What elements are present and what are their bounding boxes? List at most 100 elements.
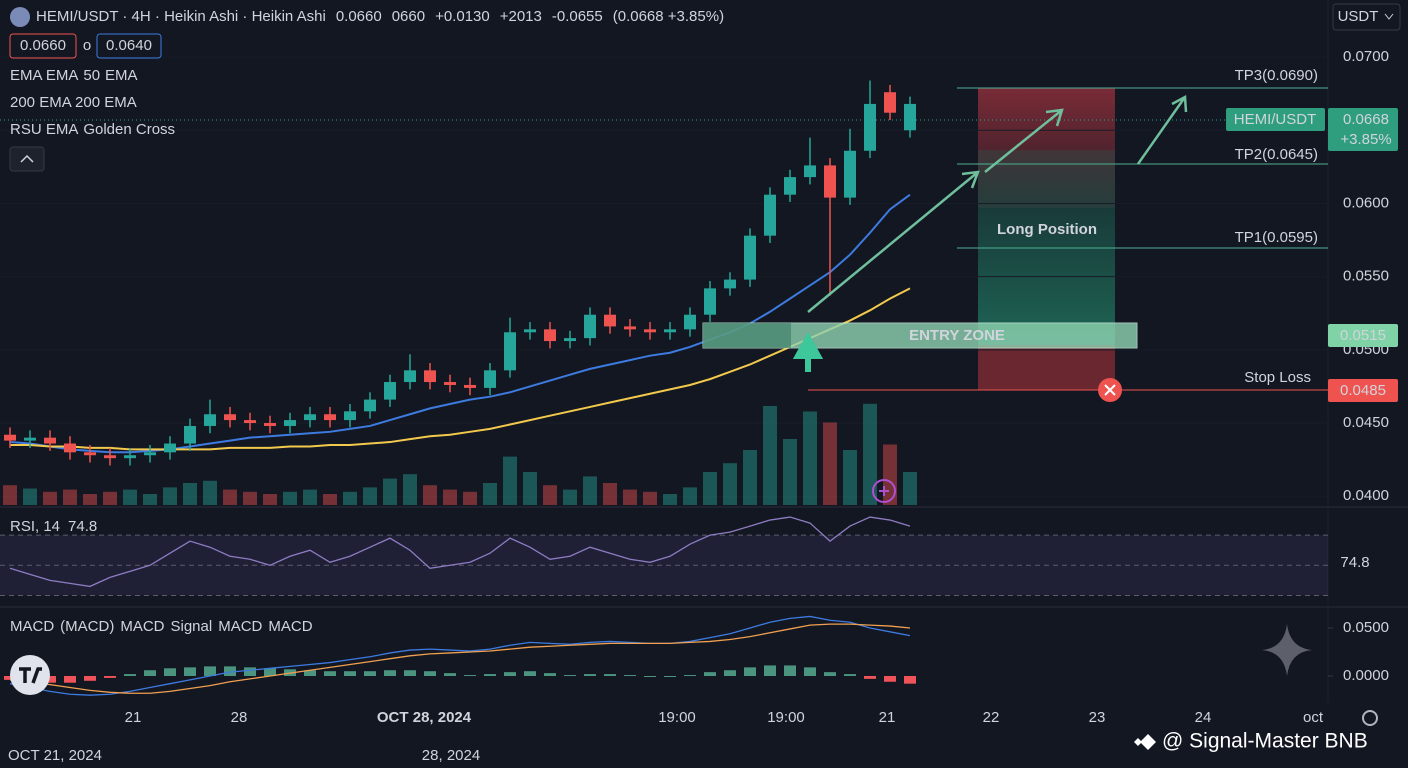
macd-histogram (864, 675, 876, 679)
candle-body (424, 370, 436, 383)
volume-bar (503, 456, 517, 505)
header-value: -0.0655 (552, 8, 603, 25)
macd-histogram (384, 670, 396, 676)
volume-bar (203, 480, 217, 505)
x-tick-label: oct (1303, 709, 1324, 726)
macd-histogram (884, 675, 896, 682)
candle-body (464, 384, 476, 388)
macd-legend: Signal (171, 618, 213, 635)
candle-body (64, 443, 76, 453)
volume-bar (783, 439, 797, 505)
volume-bar (523, 472, 537, 505)
x-tick-label: 23 (1089, 709, 1106, 726)
macd-legend: MACD (120, 618, 164, 635)
entry-arrow (792, 331, 824, 372)
candle-body (684, 314, 696, 330)
volume-bar (363, 487, 377, 505)
volume-bar (403, 474, 417, 505)
volume-bar (903, 472, 917, 505)
volume-bar (743, 450, 757, 505)
settings-icon[interactable] (1362, 710, 1378, 726)
macd-histogram (184, 667, 196, 676)
position-label: Long Position (997, 221, 1097, 238)
macd-histogram (404, 670, 416, 676)
arrow (984, 108, 1064, 173)
macd-histogram (144, 670, 156, 676)
x-tick-label-2: OCT 21, 2024 (8, 747, 102, 764)
collapse-button[interactable] (9, 146, 45, 172)
macd-histogram (124, 674, 136, 676)
currency-button[interactable] (1332, 3, 1401, 31)
candle-body (24, 437, 36, 441)
candle-body (144, 452, 156, 456)
watermark-star (1262, 624, 1312, 676)
logo[interactable] (10, 655, 50, 695)
arrow (807, 170, 980, 313)
volume-bar (243, 491, 257, 505)
stop-loss-label: Stop Loss (1244, 369, 1311, 386)
symbol-tag (1226, 108, 1325, 131)
candle-body (664, 329, 676, 333)
macd-histogram (524, 671, 536, 676)
volume-bar (683, 487, 697, 505)
macd-histogram (664, 675, 676, 677)
candle-body (204, 414, 216, 426)
target-label: TP2(0.0645) (1235, 146, 1318, 163)
macd-histogram (324, 671, 336, 676)
position-loss-area (978, 345, 1115, 390)
macd-histogram (464, 675, 476, 677)
currency: USDT (1338, 8, 1379, 25)
macd-histogram (44, 675, 56, 683)
header-value: +2013 (500, 8, 542, 25)
candle-body (344, 411, 356, 421)
macd-histogram (644, 675, 656, 677)
y-tick-label: 0.0700 (1343, 48, 1389, 65)
macd-histogram (504, 672, 516, 676)
indicator-legend: 50 (83, 67, 100, 84)
logo-mark (19, 667, 42, 684)
candle-body (524, 329, 536, 333)
candle-body (544, 329, 556, 342)
indicator-legend: EMA EMA (10, 67, 78, 84)
x-tick-label: 19:00 (767, 709, 805, 726)
add-icon-plus (879, 486, 889, 496)
candle-body (104, 455, 116, 459)
volume-bar (583, 476, 597, 505)
candle-body (264, 423, 276, 426)
macd-legend: MACD (218, 618, 262, 635)
x-tick-label: 28 (231, 709, 248, 726)
volume-bar (823, 422, 837, 505)
macd-histogram (724, 670, 736, 676)
dropdown-icon (1384, 13, 1394, 20)
macd-histogram (704, 672, 716, 676)
price-tag-label: 0.0668 (1343, 111, 1389, 128)
macd-histogram (844, 674, 856, 676)
candle-body (804, 165, 816, 178)
candle-body (564, 338, 576, 342)
y-tick-label: 0.0600 (1343, 194, 1389, 211)
candle-body (284, 420, 296, 426)
macd-line (9, 615, 911, 696)
volume-bar (703, 472, 717, 505)
macd-histogram (344, 671, 356, 676)
volume-bar (803, 411, 817, 505)
header-value: 0660 (392, 8, 425, 25)
macd-histogram (904, 675, 916, 684)
plot-area (0, 56, 1333, 696)
indicator-legend: Golden Cross (83, 121, 175, 138)
macd-histogram (824, 672, 836, 676)
chart-title: HEMI/USDT · 4H · Heikin Ashi · Heikin As… (36, 8, 326, 25)
candle-body (884, 92, 896, 113)
indicator-legend: RSU EMA (10, 121, 78, 138)
candle-body (624, 326, 636, 330)
entry-tag (1328, 324, 1398, 347)
x-tick-label: 22 (983, 709, 1000, 726)
y-tick-label: 0.0400 (1343, 487, 1389, 504)
volume-bar (263, 494, 277, 505)
macd-histogram (804, 667, 816, 676)
candle-body (904, 103, 916, 131)
macd-histogram (224, 666, 236, 676)
volume-bar (43, 491, 57, 505)
add-icon[interactable] (872, 479, 896, 503)
candle-body (704, 288, 716, 315)
